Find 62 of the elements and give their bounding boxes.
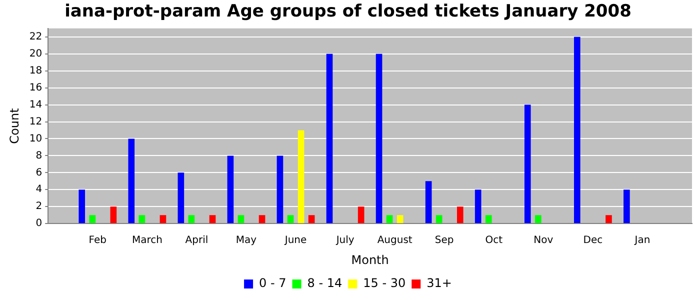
legend-label: 31+ (426, 276, 452, 290)
bar (238, 215, 244, 224)
x-tick-label: August (377, 235, 412, 246)
bar (258, 215, 266, 224)
x-tick-label: July (335, 235, 354, 246)
bar (287, 215, 294, 224)
y-tick-label: 8 (36, 150, 42, 162)
bar (456, 206, 464, 224)
x-tick-label: Nov (534, 235, 554, 246)
y-tick-label: 2 (36, 201, 42, 212)
y-tick-label: 16 (29, 82, 42, 94)
x-tick-label: April (185, 235, 208, 246)
y-tick-label: 0 (36, 218, 42, 230)
bar (188, 215, 195, 224)
bar (209, 215, 216, 224)
bar (396, 215, 404, 224)
chart-title: iana-prot-param Age groups of closed tickets January 2008 (64, 2, 632, 22)
bar (110, 206, 117, 224)
bar (89, 215, 96, 224)
bar (624, 190, 630, 224)
bar (606, 215, 612, 224)
y-tick-label: 18 (29, 65, 42, 76)
bar (227, 156, 234, 224)
bar (308, 215, 315, 224)
bar (574, 36, 580, 224)
bar (524, 104, 531, 224)
legend-label: 8 - 14 (307, 276, 342, 290)
bar (474, 190, 482, 224)
x-tick-label: Oct (485, 235, 503, 246)
x-tick-label: March (132, 235, 162, 246)
y-tick-label: 6 (36, 167, 42, 178)
bar (298, 130, 304, 224)
legend-label: 0 - 7 (259, 276, 286, 290)
legend-label: 15 - 30 (363, 276, 406, 290)
bar (376, 54, 382, 224)
y-tick-label: 4 (36, 184, 42, 196)
bar (425, 181, 432, 224)
bar (178, 172, 184, 224)
bar (358, 206, 364, 224)
bar (326, 54, 333, 224)
bar (138, 215, 146, 224)
x-tick-label: Sep (434, 235, 454, 246)
bar (485, 215, 492, 224)
bar (534, 215, 542, 224)
x-tick-label: June (284, 235, 307, 246)
bar (160, 215, 166, 224)
x-tick-label: Jan (634, 235, 650, 246)
y-tick-label: 12 (29, 116, 42, 128)
y-tick-label: 22 (29, 31, 42, 42)
bar (276, 156, 284, 224)
y-tick-label: 20 (29, 48, 42, 60)
bar (436, 215, 442, 224)
y-axis-title: Count (7, 108, 22, 144)
x-tick-label: Feb (88, 235, 107, 246)
y-tick-label: 10 (29, 133, 42, 144)
y-tick-label: 14 (29, 99, 42, 110)
x-tick-label: Dec (583, 235, 603, 246)
bar (128, 138, 135, 224)
x-tick-label: May (236, 235, 257, 246)
x-axis-title: Month (351, 252, 389, 267)
bar (386, 215, 393, 224)
bar (78, 190, 86, 224)
